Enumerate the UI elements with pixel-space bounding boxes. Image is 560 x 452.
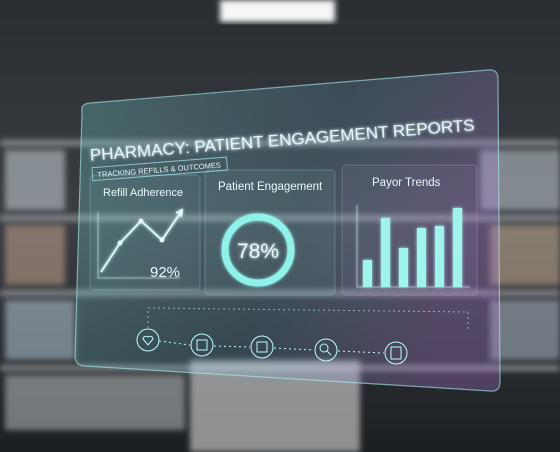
line-points bbox=[117, 218, 165, 246]
subtitle-box bbox=[91, 156, 229, 182]
workflow bbox=[136, 307, 469, 365]
ceiling-light bbox=[220, 0, 335, 22]
panel bbox=[89, 174, 201, 291]
panel-title: Patient Engagement bbox=[218, 181, 323, 193]
panel-value: 92% bbox=[150, 264, 180, 281]
panel-title: Payor Trends bbox=[372, 177, 441, 189]
panel-title: Refill Adherence bbox=[103, 187, 183, 199]
donut-ring bbox=[221, 213, 295, 287]
shelves bbox=[0, 140, 560, 452]
bar-chart bbox=[356, 205, 470, 288]
panel-value: 78% bbox=[237, 240, 279, 263]
panel bbox=[204, 169, 336, 296]
